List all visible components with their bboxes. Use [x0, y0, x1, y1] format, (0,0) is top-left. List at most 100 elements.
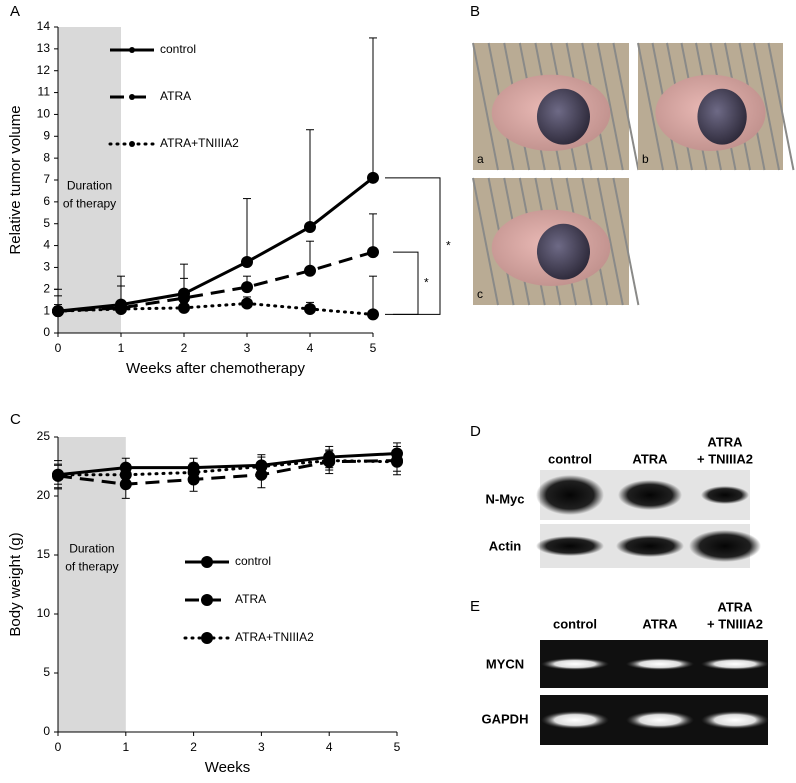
gel-band [626, 711, 694, 729]
therapy-shade [58, 437, 126, 732]
cage-bar [612, 42, 640, 171]
x-tick-label: 3 [244, 341, 251, 355]
series-line [57, 176, 374, 313]
data-point [367, 246, 379, 259]
x-tick-label: 0 [55, 341, 62, 355]
data-point [241, 281, 253, 294]
x-tick-label: 5 [370, 341, 377, 355]
y-tick-label: 9 [43, 128, 50, 142]
cage-bar [472, 177, 499, 306]
x-tick-label: 0 [55, 740, 62, 754]
y-tick-label: 1 [43, 303, 50, 317]
gel-band [626, 658, 694, 670]
row-label: N-Myc [485, 491, 524, 506]
y-tick-label: 0 [43, 325, 50, 339]
photo: b [637, 42, 795, 171]
x-tick-label: 2 [181, 341, 188, 355]
x-tick-label: 5 [394, 740, 401, 754]
row-label: MYCN [486, 656, 524, 671]
series-line [56, 459, 399, 477]
column-label: + TNIIIA2 [697, 451, 753, 466]
cage-bar [596, 42, 624, 171]
data-point [178, 301, 190, 314]
legend-label: control [160, 42, 196, 56]
annotation: of therapy [65, 559, 118, 573]
legend-label: control [235, 554, 271, 568]
series-line [57, 459, 398, 486]
x-axis-title: Weeks [205, 759, 251, 776]
column-label: + TNIIIA2 [707, 616, 763, 631]
photo: c [472, 177, 640, 306]
legend-marker [129, 94, 135, 100]
column-label: ATRA [632, 451, 668, 466]
legend-label: ATRA [235, 592, 266, 606]
error-bar [243, 198, 251, 262]
y-tick-label: 2 [43, 281, 50, 295]
x-tick-label: 1 [122, 740, 129, 754]
y-tick-label: 7 [43, 172, 50, 186]
legend-label: ATRA+TNIIIA2 [160, 136, 239, 150]
row-label: Actin [489, 538, 522, 553]
therapy-shade [58, 27, 121, 333]
column-label: ATRA [717, 599, 753, 614]
tumor [697, 88, 747, 145]
blot-band [536, 475, 604, 515]
data-point [304, 264, 316, 277]
y-tick-label: 0 [43, 724, 50, 738]
column-label: ATRA [642, 616, 678, 631]
gel-band [541, 711, 609, 729]
column-label: ATRA [707, 434, 743, 449]
data-point [187, 466, 200, 479]
error-bar [369, 275, 377, 315]
data-point [255, 460, 268, 473]
tumor [536, 223, 590, 280]
x-tick-label: 4 [326, 740, 333, 754]
cage-bar [612, 177, 640, 306]
y-tick-label: 14 [37, 19, 51, 33]
annotation: of therapy [63, 196, 116, 210]
data-point [241, 255, 253, 268]
y-tick-label: 5 [43, 665, 50, 679]
y-tick-label: 10 [37, 107, 51, 121]
y-tick-label: 6 [43, 194, 50, 208]
gel-band [701, 711, 769, 729]
legend-marker [129, 141, 135, 147]
y-tick-label: 20 [37, 488, 51, 502]
y-tick-label: 12 [37, 63, 51, 77]
data-point [367, 308, 379, 321]
y-axis-title: Relative tumor volume [7, 105, 24, 254]
photo-label: c [477, 287, 483, 301]
data-point [304, 302, 316, 315]
x-axis-title: Weeks after chemotherapy [126, 360, 305, 377]
y-tick-label: 25 [37, 429, 51, 443]
tumor [536, 88, 590, 145]
y-axis-title: Body weight (g) [7, 532, 24, 636]
blot-band [701, 486, 749, 504]
cage-bar [472, 42, 499, 171]
column-label: control [553, 616, 597, 631]
cage-bar [596, 177, 624, 306]
data-point [323, 454, 336, 467]
blot-band [689, 530, 761, 562]
data-point [52, 468, 64, 481]
legend-marker [201, 632, 213, 644]
data-point [52, 305, 64, 318]
photo: a [472, 42, 640, 171]
blot-band [616, 535, 684, 557]
y-tick-label: 13 [37, 41, 51, 55]
legend-label: ATRA [160, 89, 191, 103]
data-point [119, 468, 132, 481]
significance-bracket [393, 251, 419, 315]
blot-band [536, 536, 604, 556]
cage-bar [753, 42, 780, 171]
photo-label: b [642, 152, 649, 166]
x-tick-label: 3 [258, 740, 265, 754]
column-label: control [548, 451, 592, 466]
legend-marker [201, 594, 213, 606]
y-tick-label: 8 [43, 150, 50, 164]
y-tick-label: 15 [37, 547, 51, 561]
panel-label: B [470, 3, 480, 20]
legend-marker [201, 556, 213, 568]
